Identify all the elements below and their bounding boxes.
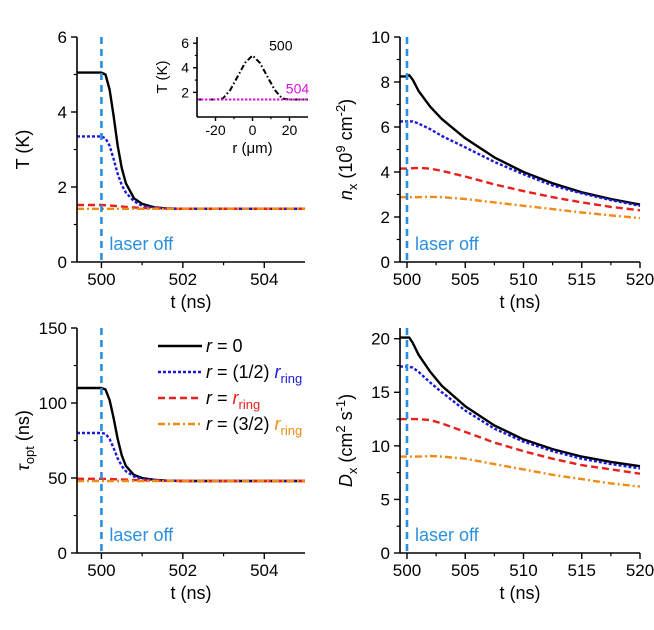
x-tick-label: 500 — [87, 270, 115, 289]
y-tick-label: 6 — [181, 35, 189, 51]
y-tick-label: 2 — [58, 178, 67, 197]
y-tick-label: 6 — [381, 118, 390, 137]
x-axis-label: t (ns) — [499, 583, 540, 603]
inset-series-label: 500 — [269, 38, 293, 54]
laser-off-annotation: laser off — [109, 525, 174, 545]
y-axis-label: T (K) — [13, 130, 33, 170]
x-tick-label: 0 — [249, 122, 257, 138]
y-axis-label: nx (109 cm-2) — [333, 99, 360, 200]
series-line-3 — [400, 195, 641, 220]
y-tick-label: 100 — [39, 394, 67, 413]
x-tick-label: 500 — [87, 561, 115, 580]
y-tick-label: 5 — [381, 490, 390, 509]
x-tick-label: 520 — [626, 561, 654, 580]
laser-off-annotation: laser off — [109, 234, 174, 254]
legend-entry-label: r = rring — [206, 388, 260, 412]
legend-entry-label: r = (3/2) rring — [206, 414, 302, 438]
y-tick-label: 0 — [381, 544, 390, 563]
series-line-2 — [400, 166, 641, 212]
x-tick-label: -20 — [205, 122, 225, 138]
series-line-2 — [77, 203, 305, 211]
y-tick-label: 0 — [58, 544, 67, 563]
x-tick-label: 500 — [393, 270, 421, 289]
laser-off-annotation: laser off — [415, 525, 480, 545]
y-tick-label: 8 — [381, 73, 390, 92]
y-axis-label: τopt (ns) — [13, 410, 37, 471]
x-tick-label: 504 — [250, 561, 278, 580]
laser-off-annotation: laser off — [415, 234, 480, 254]
x-tick-label: 520 — [626, 270, 654, 289]
panel-exciton-density: 500 505 510 515 520 0 2 4 6 8 10 laser off t (ns) nx … — [333, 28, 654, 312]
series-line-0 — [77, 386, 305, 483]
y-tick-label: 0 — [58, 253, 67, 272]
legend-entry-label: r = 0 — [206, 336, 243, 356]
series-line-1 — [400, 120, 641, 207]
y-tick-label: 2 — [381, 208, 390, 227]
x-axis-label: t (ns) — [170, 583, 211, 603]
x-tick-label: 515 — [568, 561, 596, 580]
x-tick-label: 504 — [250, 270, 278, 289]
x-tick-label: 510 — [509, 561, 537, 580]
panel-optical-lifetime: 500 502 504 0 50 100 150 laser off t (ns) τopt (n… — [13, 319, 305, 603]
x-tick-label: 500 — [393, 561, 421, 580]
panel-temperature: 500 502 504 0 2 4 6 laser off t (ns) T (K) -20 0 20 2… — [13, 28, 310, 312]
y-tick-label: 4 — [181, 60, 189, 76]
y-tick-label: 15 — [371, 383, 390, 402]
series-line-3 — [400, 454, 641, 488]
x-axis-label: t (ns) — [499, 292, 540, 312]
x-tick-label: 20 — [282, 122, 298, 138]
series-line-1 — [400, 365, 641, 470]
y-tick-label: 4 — [381, 163, 390, 182]
y-tick-label: 10 — [371, 28, 390, 47]
inset-radial-profile: -20 0 20 2 4 6 r (μm) T (K) 500 504 — [137, 31, 310, 161]
inset-y-axis-label: T (K) — [154, 60, 171, 93]
series-line-0 — [400, 336, 641, 468]
series-line-1 — [77, 431, 305, 483]
x-tick-label: 515 — [568, 270, 596, 289]
y-tick-label: 10 — [371, 437, 390, 456]
x-tick-label: 502 — [169, 561, 197, 580]
y-tick-label: 150 — [39, 319, 67, 338]
x-tick-label: 502 — [169, 270, 197, 289]
x-axis-label: t (ns) — [170, 292, 211, 312]
y-tick-label: 20 — [371, 330, 390, 349]
series-line-2 — [400, 417, 641, 475]
x-tick-label: 510 — [509, 270, 537, 289]
legend-entry-label: r = (1/2) rring — [206, 362, 302, 386]
inset-x-axis-label: r (μm) — [232, 140, 272, 157]
y-tick-label: 2 — [181, 84, 189, 100]
x-tick-label: 505 — [451, 561, 479, 580]
series-line-0 — [400, 73, 641, 206]
y-tick-label: 4 — [58, 103, 67, 122]
y-tick-label: 50 — [48, 469, 67, 488]
x-tick-label: 505 — [451, 270, 479, 289]
inset-series-label: 504 — [286, 81, 310, 97]
y-tick-label: 0 — [381, 253, 390, 272]
y-tick-label: 6 — [58, 28, 67, 47]
series-line-1 — [77, 135, 305, 211]
y-axis-label: Dx (cm2 s-1) — [333, 394, 360, 487]
